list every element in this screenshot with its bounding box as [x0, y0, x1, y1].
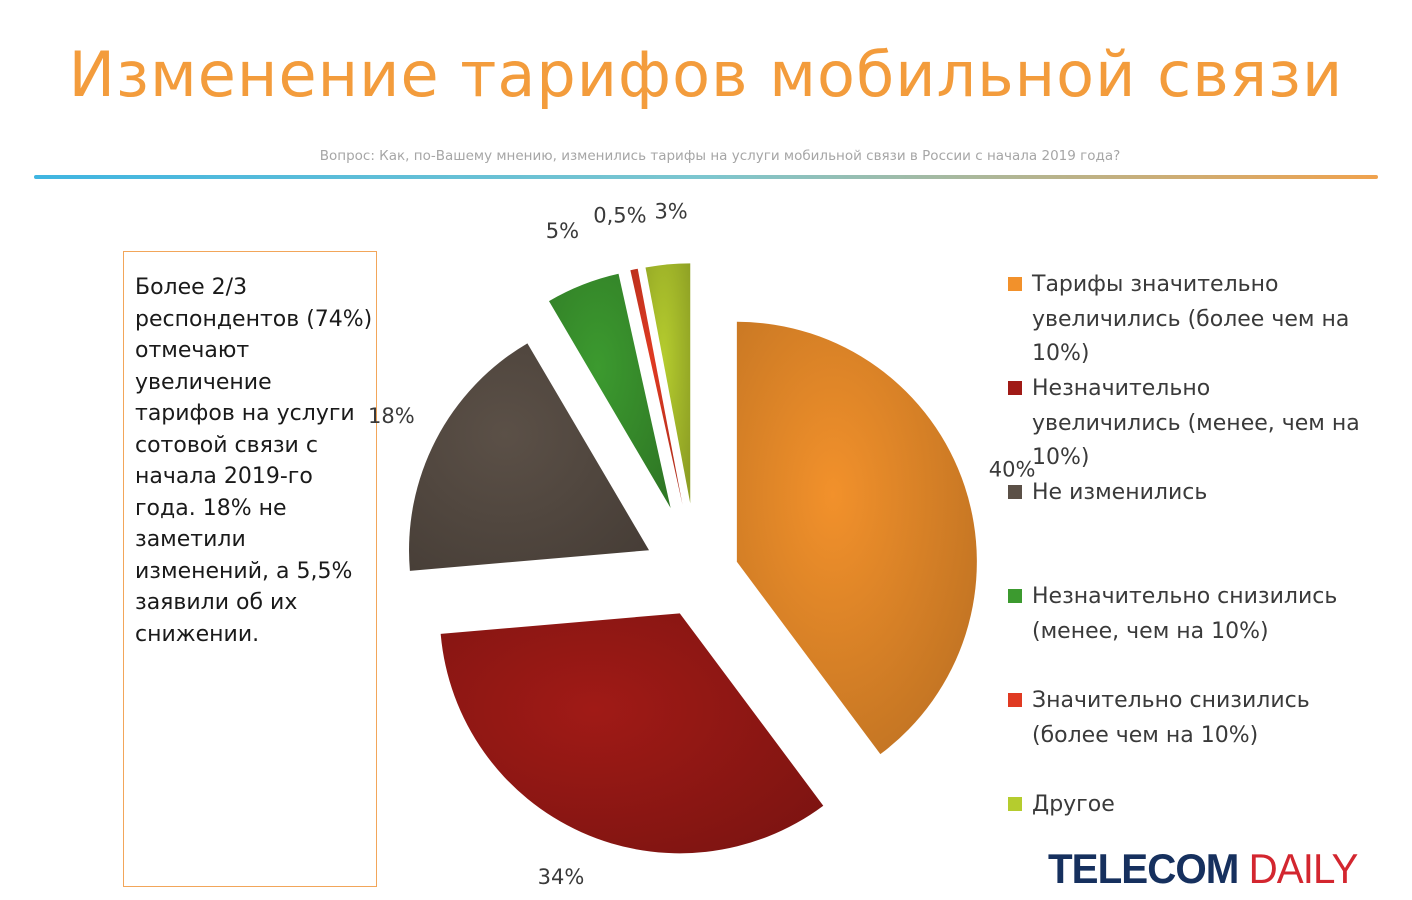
legend-swatch-3 [1008, 485, 1022, 499]
pie-slice-4 [549, 273, 671, 509]
slice-value-label-4: 5% [546, 219, 579, 243]
legend-label-4: Незначительно снизились (менее, чем на 1… [1032, 584, 1338, 644]
pie-slice-5 [630, 268, 683, 505]
legend-label-6: Другое [1032, 792, 1115, 817]
pie-slice-6 [645, 263, 691, 504]
logo-part-telecom: TELECOM [1048, 845, 1239, 892]
legend-label-3: Не изменились [1032, 480, 1208, 505]
legend-swatch-1 [1008, 277, 1022, 291]
legend-swatch-6 [1008, 797, 1022, 811]
slice-value-label-1: 40% [989, 457, 1036, 481]
pie-slice-2 [440, 613, 824, 854]
slice-value-label-2: 34% [538, 865, 585, 889]
telecom-daily-logo: TELECOM DAILY [1048, 845, 1359, 893]
legend-label-2: Незначительно увеличились (менее, чем на… [1032, 376, 1360, 470]
survey-question: Вопрос: Как, по-Вашему мнению, изменилис… [319, 148, 1121, 164]
header-divider [34, 175, 1378, 179]
summary-text: Более 2/3 респондентов (74%) отмечают ув… [135, 275, 373, 647]
legend-label-1: Тарифы значительно увеличились (более че… [1032, 272, 1350, 366]
legend-swatch-2 [1008, 381, 1022, 395]
legend-label-5: Значительно снизились (более чем на 10%) [1032, 688, 1310, 748]
summary-box: Более 2/3 респондентов (74%) отмечают ув… [123, 251, 377, 887]
logo-part-daily: DAILY [1238, 845, 1359, 892]
slice-value-label-5: 0,5% [593, 203, 646, 227]
slice-value-label-6: 3% [654, 200, 687, 224]
legend-swatch-5 [1008, 693, 1022, 707]
page-title: Изменение тарифов мобильной связи [68, 38, 1344, 111]
pie-slice-1 [736, 321, 977, 755]
slice-value-label-3: 18% [368, 404, 415, 428]
legend-swatch-4 [1008, 589, 1022, 603]
pie-slice-3 [409, 343, 650, 571]
